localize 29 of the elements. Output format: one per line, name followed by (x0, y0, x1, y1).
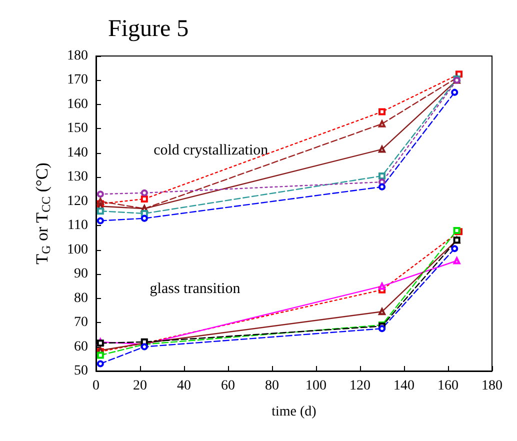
annotation: glass transition (150, 281, 241, 298)
x-tick-label: 160 (438, 378, 458, 394)
y-tick-label: 90 (74, 266, 88, 282)
annotation: cold crystallization (154, 142, 269, 158)
y-tick-label: 180 (67, 48, 88, 64)
y-tick-label: 80 (74, 290, 88, 306)
y-tick-label: 160 (67, 96, 88, 112)
x-tick-label: 100 (306, 378, 326, 394)
y-tick-label: 130 (67, 170, 88, 185)
x-tick-label: 0 (92, 378, 100, 394)
x-tick-label: 20 (133, 378, 147, 394)
y-tick-label: 120 (67, 194, 88, 209)
y-tick-label: 60 (74, 339, 88, 354)
y-tick-label: 170 (67, 72, 88, 88)
chart-title: Figure 5 (108, 16, 189, 42)
y-tick-label: 70 (74, 315, 88, 330)
y-axis-title: TG or TCC (°C) (32, 162, 53, 264)
x-tick-label: 80 (265, 378, 279, 394)
y-tick-label: 110 (68, 218, 88, 234)
x-tick-label: 140 (394, 378, 414, 394)
x-axis-title: time (d) (272, 404, 317, 420)
x-tick-label: 60 (221, 378, 235, 394)
y-tick-label: 150 (67, 121, 88, 136)
x-tick-label: 40 (177, 378, 191, 394)
x-tick-label: 120 (350, 378, 370, 394)
x-tick-label: 180 (482, 378, 502, 394)
y-tick-label: 140 (67, 145, 88, 160)
y-tick-label: 100 (67, 242, 88, 258)
y-tick-label: 50 (74, 364, 88, 378)
